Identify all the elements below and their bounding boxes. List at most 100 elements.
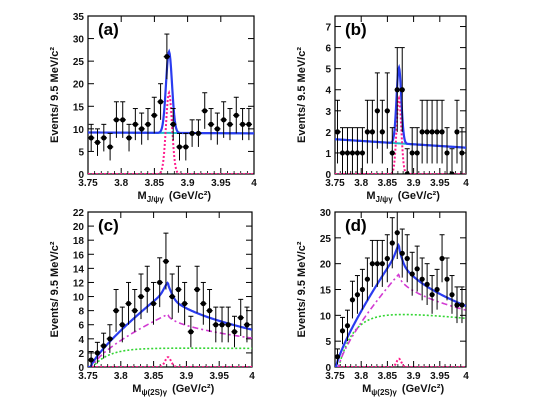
data-point	[125, 123, 133, 152]
data-point	[454, 99, 460, 164]
data-point	[225, 306, 232, 343]
panel-d: 3.75 3.8 3.85 3.9 3.95 4 0 5 10 15 20 25 30 (d) Events…	[296, 208, 469, 397]
y-axis-label: Events/ 9.5 MeV/c²	[49, 241, 61, 337]
data-point	[220, 101, 227, 138]
data-point	[444, 257, 450, 301]
data-point	[94, 341, 101, 364]
data-point	[434, 99, 440, 164]
data-point	[364, 257, 370, 301]
data-point	[449, 148, 455, 174]
x-tick-label: 4	[251, 178, 257, 189]
x-axis-label: MJ/ψγ (GeV/c²)	[366, 190, 440, 204]
panel-label: (b)	[345, 20, 367, 39]
data-point	[344, 309, 351, 342]
data-point	[119, 306, 126, 343]
y-tick-label: 5	[325, 337, 331, 348]
x-tick-label: 3.85	[378, 178, 398, 189]
y-tick-label: 0	[325, 363, 331, 374]
data-point	[144, 108, 152, 141]
data-point	[349, 280, 356, 319]
data-point	[369, 239, 375, 287]
plot-frame	[87, 211, 253, 368]
data-point	[439, 99, 445, 164]
data-point	[119, 101, 126, 138]
y-tick-label: 0	[78, 170, 84, 181]
x-tick-label: 3.9	[181, 178, 195, 189]
panel-label: (c)	[98, 216, 119, 235]
data-point	[374, 72, 380, 149]
x-tick-label: 3.8	[114, 178, 128, 189]
data-point	[132, 108, 139, 141]
data-point	[414, 127, 420, 174]
y-tick-label: 0	[78, 363, 84, 374]
y-tick-label: 18	[73, 236, 85, 247]
y-tick-label: 5	[78, 147, 84, 158]
data-point	[207, 108, 215, 141]
data-point	[157, 83, 164, 120]
data-point	[113, 101, 120, 138]
y-tick-label: 3	[325, 107, 331, 118]
data-point	[150, 281, 157, 325]
data-point	[144, 265, 151, 313]
y-tick-label: 35	[73, 12, 85, 23]
data-point	[195, 119, 202, 147]
data-point	[379, 99, 385, 164]
signal-curve	[88, 356, 252, 367]
y-tick-label: 30	[320, 208, 332, 219]
data-point	[399, 228, 405, 278]
data-point	[364, 99, 370, 164]
data-point	[239, 108, 246, 141]
data-point	[429, 99, 435, 164]
data-point	[175, 265, 182, 313]
total-fit-curve	[88, 48, 254, 135]
data-point	[419, 99, 425, 164]
x-tick-label: 3.9	[407, 371, 421, 382]
data-point	[424, 263, 430, 305]
data-point	[409, 251, 415, 296]
data-point	[181, 281, 188, 325]
data-point	[404, 234, 410, 283]
data-point	[424, 99, 430, 164]
x-tick-label: 3.75	[325, 178, 345, 189]
y-tick-label: 6	[78, 321, 84, 332]
x-tick-label: 3.8	[114, 371, 128, 382]
signal-curve	[335, 357, 466, 367]
y-tick-label: 8	[78, 307, 84, 318]
data-point	[335, 99, 341, 164]
data-point	[449, 275, 455, 314]
data-point	[176, 132, 183, 161]
x-axis-label: Mψ(2S)γ (GeV/c²)	[132, 383, 214, 397]
y-tick-label: 22	[73, 208, 85, 219]
data-point	[201, 92, 208, 129]
data-point	[359, 268, 366, 310]
x-axis-label: MJ/ψγ (GeV/c²)	[138, 190, 212, 204]
y-tick-label: 6	[325, 44, 331, 55]
y-tick-label: 20	[73, 222, 85, 233]
data-point	[369, 99, 375, 164]
x-tick-label: 4	[463, 371, 469, 382]
data-point	[100, 123, 107, 152]
y-tick-label: 4	[78, 335, 84, 346]
y-tick-label: 25	[320, 234, 332, 245]
data-point	[88, 123, 95, 152]
data-point	[212, 306, 219, 343]
data-point	[349, 127, 356, 174]
data-point	[131, 289, 138, 332]
data-point	[156, 257, 163, 308]
data-point	[414, 245, 420, 292]
data-point	[444, 127, 450, 174]
x-tick-label: 3.75	[78, 371, 98, 382]
data-point	[237, 298, 244, 336]
data-point	[384, 234, 390, 283]
data-point	[100, 332, 107, 359]
data-point	[374, 239, 380, 287]
data-point	[187, 315, 194, 348]
data-point	[459, 127, 465, 174]
data-point	[354, 127, 361, 174]
data-point	[163, 33, 171, 80]
data-point	[162, 232, 170, 290]
y-tick-label: 5	[325, 65, 331, 76]
total-fit-curve	[335, 63, 466, 149]
y-tick-label: 12	[73, 278, 85, 289]
y-tick-label: 16	[73, 250, 85, 261]
